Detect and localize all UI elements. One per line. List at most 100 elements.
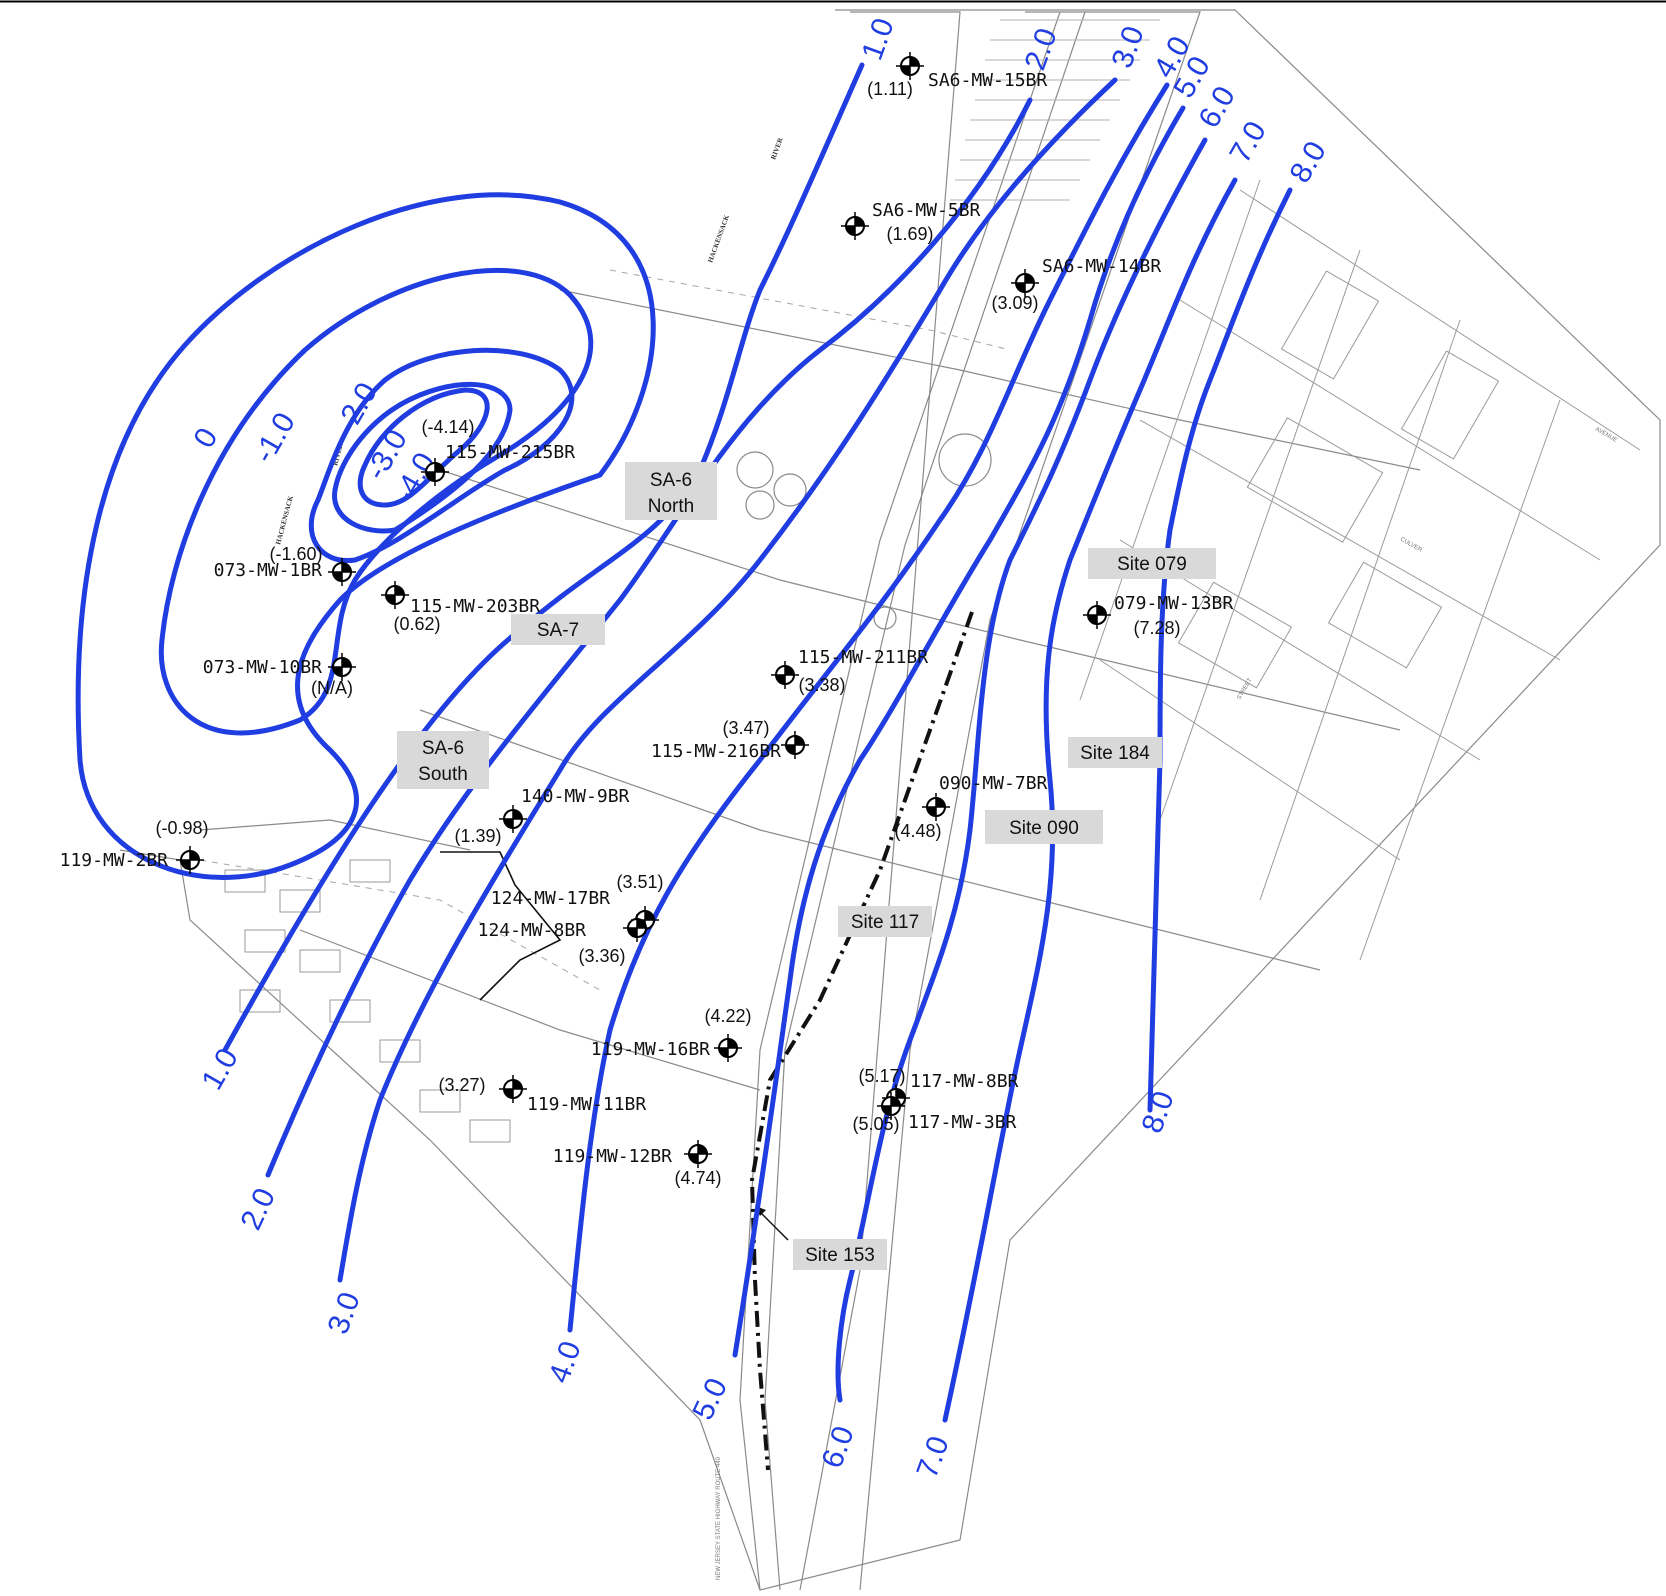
contour-m3-0	[332, 381, 513, 534]
site-label-text: Site 090	[1009, 818, 1079, 839]
well-symbol-icon	[1011, 269, 1039, 297]
contour-label-6-0-bot: 6.0	[816, 1422, 861, 1472]
well-symbol-icon	[896, 52, 924, 80]
site-label-text: SA-6	[650, 470, 692, 491]
site-label-text: Site 079	[1117, 554, 1187, 575]
residential-road-2	[199, 819, 471, 851]
monitoring-well[interactable]: 079-MW-13BR (7.28)	[1083, 593, 1233, 638]
site-label-site-079: Site 079	[1088, 548, 1216, 579]
monitoring-well[interactable]: 140-MW-9BR (1.39)	[454, 786, 629, 846]
well-water-level-label: (N/A)	[311, 678, 353, 698]
monitoring-well[interactable]: 119-MW-12BR(4.74)	[553, 1140, 722, 1188]
well-water-level-label: (0.62)	[393, 614, 440, 634]
well-id-label: SA6-MW-5BR	[872, 200, 981, 221]
contour-label-1-0-bot: 1.0	[195, 1043, 244, 1096]
well-symbol-icon	[1083, 601, 1111, 629]
storage-tanks	[736, 433, 992, 630]
contour-label-2-0-bot: 2.0	[234, 1183, 282, 1235]
well-water-level-label: (3.36)	[578, 946, 625, 966]
site-label-site-153: Site 153	[793, 1239, 887, 1270]
well-symbol-icon	[328, 558, 356, 586]
street-label-1: AVENUE	[1594, 427, 1618, 444]
site-label-sa7: SA-7	[511, 614, 605, 645]
contour-label-1-0-top: 1.0	[856, 14, 901, 64]
site-label-text: Site 117	[851, 912, 919, 933]
site-label-text: SA-6	[422, 738, 464, 759]
contour-3-0	[337, 77, 1118, 1283]
well-symbol-icon	[499, 1075, 527, 1103]
well-water-level-label: (1.69)	[886, 224, 933, 244]
site-label-text: Site 153	[805, 1245, 875, 1266]
well-symbol-icon	[771, 661, 799, 689]
monitoring-well[interactable]: 115-MW-203BR(0.62)	[381, 581, 540, 634]
south-residential	[224, 859, 511, 1143]
site-labels: SA-6 North SA-7 SA-6 South Site 079 Site…	[397, 462, 1216, 1270]
site-label-text: SA-7	[537, 620, 579, 641]
route-440-edge	[764, 11, 1086, 1591]
contour-m1-0	[158, 267, 594, 736]
well-id-label: 140-MW-9BR	[521, 786, 630, 807]
well-water-level-label: (-1.60)	[269, 544, 322, 564]
contour-label-3-0-bot: 3.0	[322, 1288, 367, 1338]
monitoring-well[interactable]: SA6-MW-15BR (1.11)	[867, 52, 1047, 99]
well-id-label: 124-MW-17BR	[491, 888, 610, 909]
monitoring-well[interactable]: 115-MW-211BR (3.38)	[771, 647, 928, 695]
monitoring-well[interactable]: SA6-MW-14BR(3.09)	[991, 256, 1161, 313]
monitoring-well[interactable]: 119-MW-2BR (-0.98)	[60, 818, 209, 874]
study-area-outline	[119, 9, 1661, 1591]
site-label-site-117: Site 117	[838, 906, 932, 937]
well-water-level-label: (1.39)	[454, 826, 501, 846]
well-id-label: 124-MW-8BR	[478, 920, 587, 941]
contour-label-m1-0: -1.0	[247, 407, 301, 468]
well-id-label: 117-MW-8BR	[910, 1071, 1019, 1092]
well-id-label: 073-MW-10BR	[203, 657, 322, 678]
monitoring-well[interactable]: 117-MW-3BR (5.05)	[852, 1092, 1017, 1134]
river-label-4: HACKENSACK	[274, 494, 295, 545]
monitoring-well[interactable]: 073-MW-1BR(-1.60)	[214, 544, 356, 586]
well-water-level-label: (3.27)	[438, 1075, 485, 1095]
well-id-label: 079-MW-13BR	[1114, 593, 1233, 614]
cross-street-4	[299, 929, 761, 1091]
cross-street-2	[439, 469, 1401, 731]
sa6-south-boundary	[440, 851, 562, 1001]
well-id-label: 115-MW-216BR	[651, 741, 781, 762]
site-label-text: South	[418, 764, 468, 785]
well-id-label: 115-MW-203BR	[410, 596, 540, 617]
street-label-3: CULVER	[1399, 537, 1423, 554]
monitoring-well[interactable]: 115-MW-216BR (3.47)	[651, 718, 809, 762]
site-label-site-184: Site 184	[1068, 737, 1162, 768]
monitoring-well[interactable]: 119-MW-16BR (4.22)	[591, 1006, 752, 1062]
contour-label-3-0-top: 3.0	[1106, 22, 1151, 72]
monitoring-well[interactable]: 090-MW-7BR (4.48)	[894, 773, 1047, 841]
well-water-level-label: (3.38)	[798, 675, 845, 695]
contour-label-7-0-bot: 7.0	[911, 1432, 956, 1482]
well-id-label: 119-MW-16BR	[591, 1039, 710, 1060]
cross-street-1	[559, 289, 1421, 471]
monitoring-well[interactable]: 124-MW-8BR (3.36)	[478, 914, 651, 966]
contour-label-4-0-bot: 4.0	[543, 1337, 588, 1387]
well-symbol-icon	[328, 653, 356, 681]
monitoring-well[interactable]: 073-MW-10BR(N/A)	[203, 653, 356, 698]
well-symbol-icon	[714, 1034, 742, 1062]
east-blocks	[1079, 179, 1641, 961]
shoreline-path	[609, 269, 1011, 351]
site-label-sa6-north: SA-6 North	[625, 462, 717, 520]
well-water-level-label: (4.48)	[894, 821, 941, 841]
monitoring-well[interactable]: 119-MW-11BR (3.27)	[438, 1075, 646, 1115]
well-id-label: SA6-MW-14BR	[1042, 256, 1161, 277]
well-id-label: 115-MW-215BR	[445, 442, 575, 463]
well-symbol-icon	[623, 914, 651, 942]
monitoring-well[interactable]: 115-MW-215BR (-4.14)	[421, 417, 575, 486]
well-symbol-icon	[421, 458, 449, 486]
well-water-level-label: (1.11)	[867, 79, 913, 99]
contour-4-0	[567, 82, 1170, 1333]
well-water-level-label: (3.47)	[722, 718, 769, 738]
contour-2-0	[265, 97, 1033, 1178]
site-label-text: North	[648, 496, 694, 517]
river-label-2: RIVER	[769, 136, 785, 161]
monitoring-well[interactable]: SA6-MW-5BR (1.69)	[841, 200, 981, 244]
well-id-label: 119-MW-12BR	[553, 1146, 672, 1167]
contour-label-0: 0	[187, 423, 224, 454]
well-water-level-label: (5.17)	[858, 1066, 905, 1086]
